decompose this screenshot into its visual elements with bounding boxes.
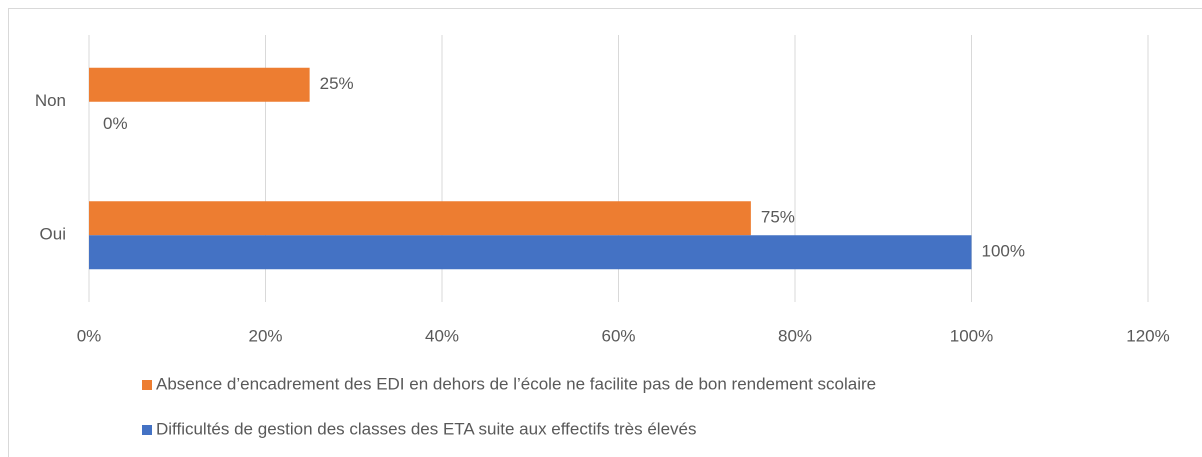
x-tick-label: 100%: [950, 326, 993, 345]
chart-frame: [8, 8, 1202, 457]
value-label: 0%: [103, 114, 128, 133]
legend-label: Difficultés de gestion des classes des E…: [156, 419, 697, 438]
bar: [89, 235, 972, 270]
x-tick-label: 80%: [778, 326, 812, 345]
x-tick-label: 20%: [248, 326, 282, 345]
x-tick-label: 60%: [601, 326, 635, 345]
x-tick-label: 120%: [1126, 326, 1169, 345]
legend-swatch: [142, 380, 152, 390]
value-label: 75%: [761, 208, 795, 227]
x-tick-label: 40%: [425, 326, 459, 345]
legend-label: Absence d’encadrement des EDI en dehors …: [156, 374, 876, 393]
value-label: 25%: [320, 74, 354, 93]
bar: [89, 201, 751, 236]
bar: [89, 67, 310, 102]
legend-swatch: [142, 425, 152, 435]
y-tick-label: Oui: [40, 225, 66, 244]
y-tick-label: Non: [35, 91, 66, 110]
value-label: 100%: [982, 242, 1025, 261]
x-tick-label: 0%: [77, 326, 102, 345]
